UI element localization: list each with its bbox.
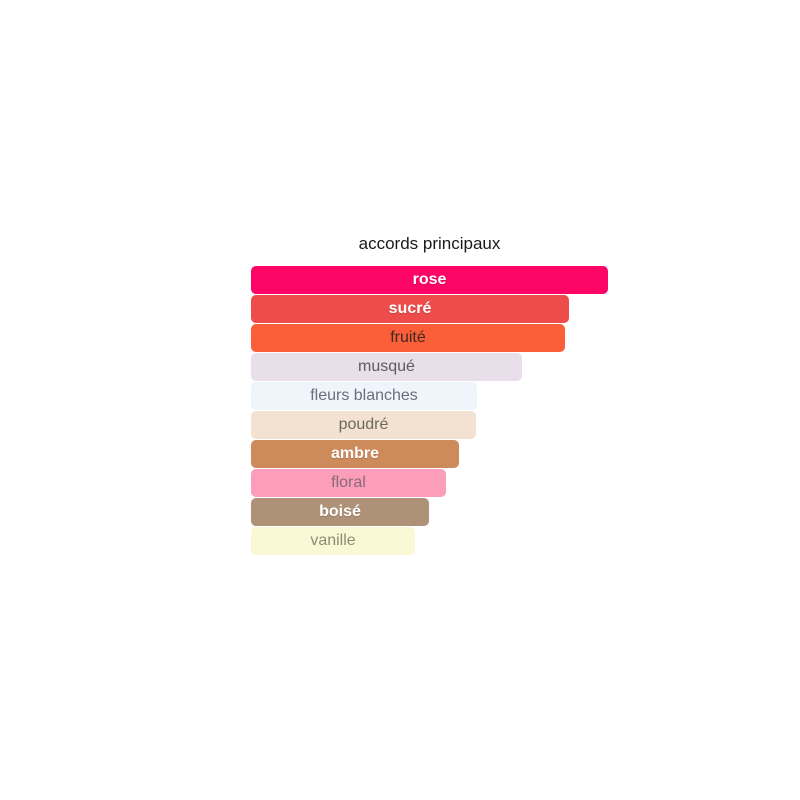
accord-bar-boise: boisé <box>251 498 429 526</box>
accord-bar-ambre: ambre <box>251 440 459 468</box>
accord-bar-musque: musqué <box>251 353 522 381</box>
accord-bar-vanille: vanille <box>251 527 415 555</box>
chart-title: accords principaux <box>358 234 501 253</box>
accord-bar-sucre: sucré <box>251 295 569 323</box>
accord-bar-poudre: poudré <box>251 411 476 439</box>
accord-bars-container: rose sucré fruité musqué fleurs blanches poud… <box>251 266 608 555</box>
accord-bar-floral: floral <box>251 469 446 497</box>
accord-bar-fruite: fruité <box>251 324 565 352</box>
accord-bar-rose: rose <box>251 266 608 294</box>
accords-chart: accords principaux rose sucré fruité musqué… <box>251 234 608 556</box>
accord-bar-fleurs-blanches: fleurs blanches <box>251 382 477 410</box>
